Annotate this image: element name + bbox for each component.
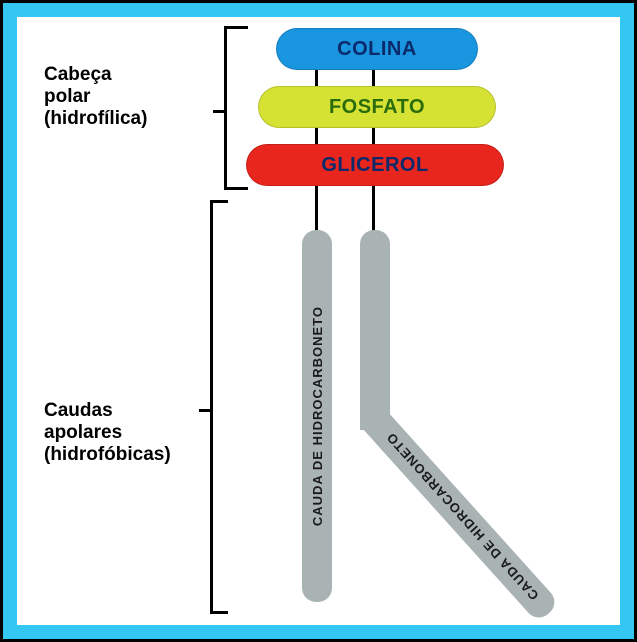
head-section-label: Cabeça polar (hidrofílica) [44,64,147,130]
tail-left-label: CAUDA DE HIDROCARBONETO [310,306,325,526]
head-label-line3: (hidrofílica) [44,108,147,129]
tail-label-line3: (hidrofóbicas) [44,444,171,465]
bracket-tick-icon [199,409,213,412]
pill-fosfato-label: FOSFATO [329,96,425,119]
tail-section-label: Caudas apolares (hidrofóbicas) [44,400,171,466]
bracket-tick-icon [213,110,227,113]
hydrocarbon-tail-right-upper [360,230,390,430]
connector-line [372,184,375,232]
head-label-line1: Cabeça [44,64,112,85]
connector-line [372,126,375,144]
tail-right-label: CAUDA DE HIDROCARBONETO [383,430,541,604]
inner-canvas: Cabeça polar (hidrofílica) Caudas apolar… [17,17,620,625]
pill-glicerol: GLICEROL [246,144,504,186]
pill-fosfato: FOSFATO [258,86,496,128]
diagram-root: Cabeça polar (hidrofílica) Caudas apolar… [0,0,637,642]
connector-line [372,68,375,86]
connector-line [315,184,318,232]
tail-label-line1: Caudas [44,400,113,421]
pill-glicerol-label: GLICEROL [321,154,428,177]
tail-bracket [210,200,228,614]
pill-colina-label: COLINA [337,38,417,61]
hydrocarbon-tail-left: CAUDA DE HIDROCARBONETO [302,230,332,602]
connector-line [315,126,318,144]
head-label-line2: polar [44,86,90,107]
tail-label-line2: apolares [44,422,122,443]
connector-line [315,68,318,86]
head-bracket [224,26,248,190]
hydrocarbon-tail-right-lower: CAUDA DE HIDROCARBONETO [364,410,560,623]
pill-colina: COLINA [276,28,478,70]
